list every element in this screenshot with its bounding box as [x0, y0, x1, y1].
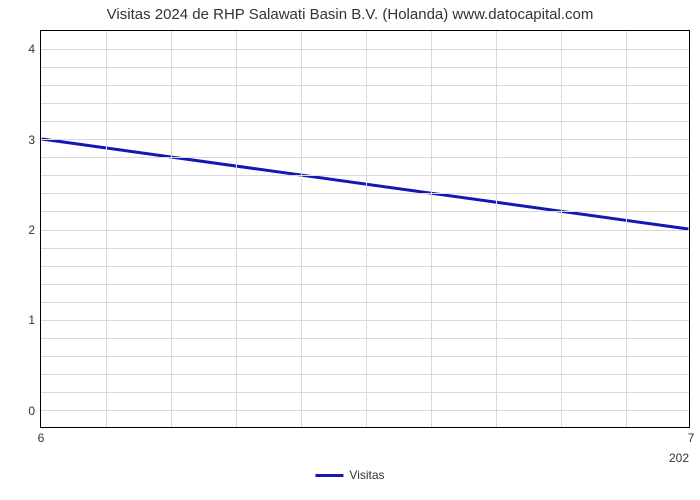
- gridline-horizontal: [41, 230, 689, 231]
- legend-label: Visitas: [349, 468, 384, 482]
- plot-area: 0123467202: [40, 30, 690, 428]
- gridline-horizontal: [41, 211, 689, 212]
- x-axis-year-label: 202: [669, 451, 689, 465]
- x-tick-label: 6: [38, 427, 45, 445]
- legend-line-sample: [315, 474, 343, 477]
- gridline-horizontal: [41, 284, 689, 285]
- y-tick-label: 0: [28, 404, 41, 418]
- gridline-horizontal: [41, 374, 689, 375]
- y-tick-label: 1: [28, 313, 41, 327]
- gridline-horizontal: [41, 121, 689, 122]
- legend: Visitas: [315, 468, 384, 482]
- gridline-horizontal: [41, 356, 689, 357]
- y-tick-label: 4: [28, 42, 41, 56]
- gridline-horizontal: [41, 392, 689, 393]
- gridline-horizontal: [41, 85, 689, 86]
- gridline-horizontal: [41, 175, 689, 176]
- gridline-horizontal: [41, 302, 689, 303]
- gridline-horizontal: [41, 338, 689, 339]
- y-tick-label: 2: [28, 223, 41, 237]
- chart-container: Visitas 2024 de RHP Salawati Basin B.V. …: [0, 0, 700, 500]
- gridline-horizontal: [41, 410, 689, 411]
- chart-title: Visitas 2024 de RHP Salawati Basin B.V. …: [0, 6, 700, 23]
- gridline-horizontal: [41, 157, 689, 158]
- gridline-horizontal: [41, 103, 689, 104]
- gridline-horizontal: [41, 320, 689, 321]
- gridline-horizontal: [41, 193, 689, 194]
- y-tick-label: 3: [28, 133, 41, 147]
- x-tick-label: 7: [688, 427, 695, 445]
- gridline-horizontal: [41, 266, 689, 267]
- gridline-horizontal: [41, 67, 689, 68]
- gridline-horizontal: [41, 139, 689, 140]
- gridline-horizontal: [41, 248, 689, 249]
- gridline-horizontal: [41, 49, 689, 50]
